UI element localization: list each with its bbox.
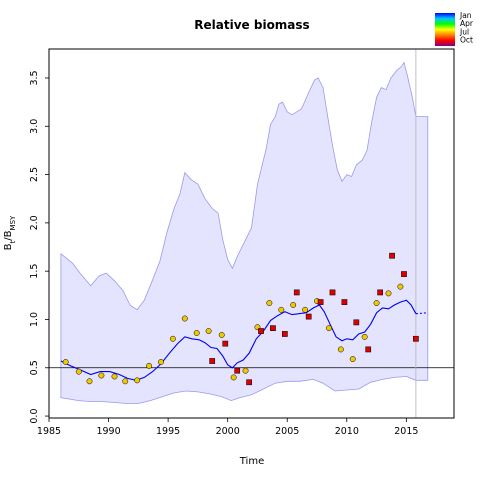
observation-marker-red-21 [258, 328, 264, 334]
observation-marker-yellow-40 [373, 300, 380, 306]
x-tick-label-1995: 1995 [156, 426, 180, 437]
legend-label-apr: Apr [460, 19, 474, 28]
chart-title: Relative biomass [194, 18, 309, 32]
x-tick-label-1990: 1990 [96, 426, 120, 437]
legend-label-oct: Oct [460, 36, 473, 45]
x-tick-label-2015: 2015 [394, 426, 418, 437]
observation-marker-yellow-38 [361, 333, 368, 340]
observation-marker-red-33 [329, 289, 336, 296]
observation-marker-yellow-28 [302, 306, 309, 313]
observation-marker-yellow-24 [278, 306, 285, 313]
observation-marker-yellow-3 [98, 372, 105, 379]
observation-marker-red-15 [222, 340, 229, 347]
observation-marker-yellow-0 [62, 359, 69, 365]
y-tick-label-2: 2.0 [29, 215, 40, 230]
x-tick-label-1985: 1985 [37, 426, 61, 437]
observation-marker-yellow-6 [134, 377, 141, 384]
observation-marker-red-27 [293, 289, 300, 296]
observation-marker-red-39 [365, 346, 372, 353]
y-tick-label-3: 3.0 [29, 119, 40, 134]
y-axis: 0.0 0.5 1.0 1.5 2.0 2.5 3.0 3.5 [29, 70, 49, 424]
observation-marker-yellow-26 [290, 302, 297, 308]
observation-markers [62, 252, 419, 386]
median-forecast-line [415, 312, 428, 315]
observation-marker-yellow-12 [205, 328, 212, 335]
observation-marker-yellow-18 [242, 367, 249, 374]
observation-marker-yellow-44 [397, 283, 404, 290]
observation-marker-yellow-1 [75, 368, 82, 375]
y-tick-label-1: 1.0 [29, 312, 40, 327]
observation-marker-yellow-42 [385, 290, 392, 297]
observation-marker-yellow-9 [169, 335, 176, 342]
y-tick-label-0.5: 0.5 [29, 360, 40, 375]
observation-marker-red-29 [305, 313, 312, 320]
median-biomass-line [60, 299, 417, 381]
month-gradient-bar [435, 13, 455, 46]
observation-marker-red-46 [413, 335, 419, 342]
observation-marker-yellow-5 [122, 378, 129, 385]
observation-marker-yellow-8 [158, 359, 164, 365]
observation-marker-yellow-32 [325, 325, 332, 332]
plot-area [48, 48, 455, 419]
observation-marker-red-41 [377, 289, 383, 296]
legend-label-jul: Jul [459, 27, 469, 36]
observation-marker-yellow-16 [230, 374, 237, 381]
observation-marker-red-23 [270, 325, 276, 332]
x-tick-label-2010: 2010 [335, 426, 359, 437]
observation-marker-red-37 [353, 319, 360, 326]
observation-marker-red-35 [341, 299, 348, 305]
x-tick-label-2000: 2000 [216, 426, 240, 437]
x-axis: 1985 1990 1995 2000 2005 2010 2015 [37, 418, 418, 437]
observation-marker-red-13 [209, 358, 216, 364]
observation-marker-red-19 [246, 379, 252, 386]
observation-marker-red-31 [317, 299, 324, 305]
observation-marker-red-25 [282, 331, 288, 337]
credible-interval-band [60, 61, 429, 404]
y-tick-label-1.5: 1.5 [29, 264, 40, 279]
y-tick-label-2.5: 2.5 [29, 167, 40, 182]
legend-label-jan: Jan [459, 11, 472, 20]
observation-marker-yellow-11 [193, 330, 200, 336]
observation-marker-red-45 [401, 271, 407, 277]
y-tick-label-3.5: 3.5 [29, 70, 40, 85]
observation-marker-yellow-36 [349, 356, 356, 363]
observation-marker-yellow-34 [337, 346, 344, 353]
observation-marker-red-43 [389, 252, 395, 259]
observation-marker-yellow-2 [86, 378, 93, 385]
y-tick-label-0: 0.0 [29, 409, 40, 424]
y-axis-title: Bt/BMSY [3, 215, 17, 250]
observation-marker-yellow-4 [111, 373, 118, 380]
y-axis-title-text: Bt/BMSY [3, 215, 17, 250]
x-axis-title: Time [239, 456, 264, 467]
x-tick-label-2005: 2005 [275, 426, 299, 437]
plot-frame [48, 48, 455, 419]
observation-marker-yellow-14 [218, 331, 225, 338]
observation-marker-yellow-22 [266, 300, 273, 306]
observation-marker-red-17 [234, 367, 241, 374]
observation-marker-yellow-7 [146, 362, 153, 369]
observation-marker-yellow-10 [181, 315, 188, 322]
